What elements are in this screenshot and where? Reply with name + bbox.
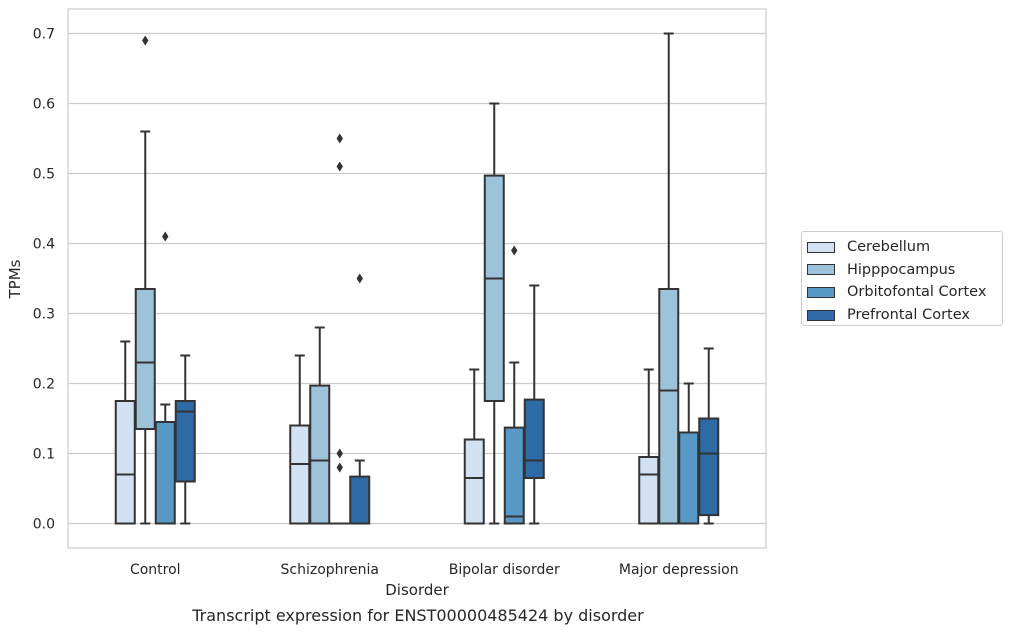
box-body [638, 456, 660, 525]
legend-label: Prefrontal Cortex [847, 307, 970, 324]
x-tick-label: Major depression [619, 562, 739, 578]
y-tick-label: 0.1 [33, 447, 55, 463]
legend-swatch [807, 264, 835, 276]
legend-swatch [807, 309, 835, 321]
box-body [483, 174, 505, 402]
y-axis-label: TPMs [6, 259, 24, 299]
x-tick-label: Bipolar disorder [449, 562, 560, 578]
outlier-point [511, 245, 518, 256]
outlier-point [356, 273, 363, 284]
y-tick-label: 0.2 [33, 377, 55, 393]
chart-caption: Transcript expression for ENST0000048542… [192, 606, 644, 625]
y-tick-label: 0.3 [33, 307, 55, 323]
box-body [678, 431, 700, 525]
box-body [503, 426, 525, 525]
outlier-point [336, 161, 343, 172]
box-prefrontal-cortex [174, 354, 196, 525]
legend-label: Cerebellum [847, 239, 931, 256]
outlier-point [336, 462, 343, 473]
x-tick-label: Schizophrenia [281, 562, 379, 578]
x-axis-label: Disorder [385, 581, 449, 599]
box-body [154, 421, 176, 525]
box-hipppocampus [483, 102, 505, 525]
box-body [658, 288, 680, 525]
x-tick-labels: Control Schizophrenia Bipolar disorder Majo… [130, 562, 739, 578]
box-groups [114, 32, 720, 525]
box-body [289, 424, 311, 525]
box-cerebellum [114, 340, 136, 525]
legend-item: Hipppocampus [807, 259, 1002, 282]
y-tick-label: 0.7 [33, 27, 55, 43]
y-tick-label: 0.6 [33, 97, 55, 113]
box-hipppocampus [658, 32, 680, 525]
box-prefrontal-cortex [349, 273, 371, 525]
legend-label: Hipppocampus [847, 261, 956, 278]
box-hipppocampus [134, 35, 156, 525]
outlier-point [336, 448, 343, 459]
y-tick-label: 0.5 [33, 167, 55, 183]
box-orbitofontal-cortex [329, 133, 351, 525]
box-body [174, 400, 196, 483]
legend: Cerebellum Hipppocampus Orbitofontal Corte… [801, 231, 1003, 326]
legend-item: Prefrontal Cortex [807, 304, 1002, 327]
y-tick-label: 0.4 [33, 237, 55, 253]
x-tick-label: Control [130, 562, 181, 578]
legend-label: Orbitofontal Cortex [847, 284, 987, 301]
box-body [698, 417, 720, 517]
box-body [349, 475, 371, 525]
outlier-point [142, 35, 149, 46]
box-body [523, 398, 545, 480]
box-body [114, 400, 136, 525]
box-body [134, 288, 156, 430]
box-prefrontal-cortex [698, 347, 720, 525]
box-orbitofontal-cortex [678, 382, 700, 525]
box-body [463, 438, 485, 525]
plot-frame [67, 8, 767, 549]
legend-swatch [807, 241, 835, 253]
outlier-point [336, 133, 343, 144]
legend-swatch [807, 286, 835, 298]
box-body [309, 384, 331, 525]
box-prefrontal-cortex [523, 284, 545, 525]
y-tick-label: 0.0 [33, 517, 55, 533]
outlier-point [162, 231, 169, 242]
y-tick-labels: 0.0 0.1 0.2 0.3 0.4 0.5 0.6 0.7 [33, 27, 55, 533]
legend-item: Cerebellum [807, 236, 1002, 259]
legend-item: Orbitofontal Cortex [807, 281, 1002, 304]
box-cerebellum [463, 368, 485, 525]
box-hipppocampus [309, 326, 331, 525]
